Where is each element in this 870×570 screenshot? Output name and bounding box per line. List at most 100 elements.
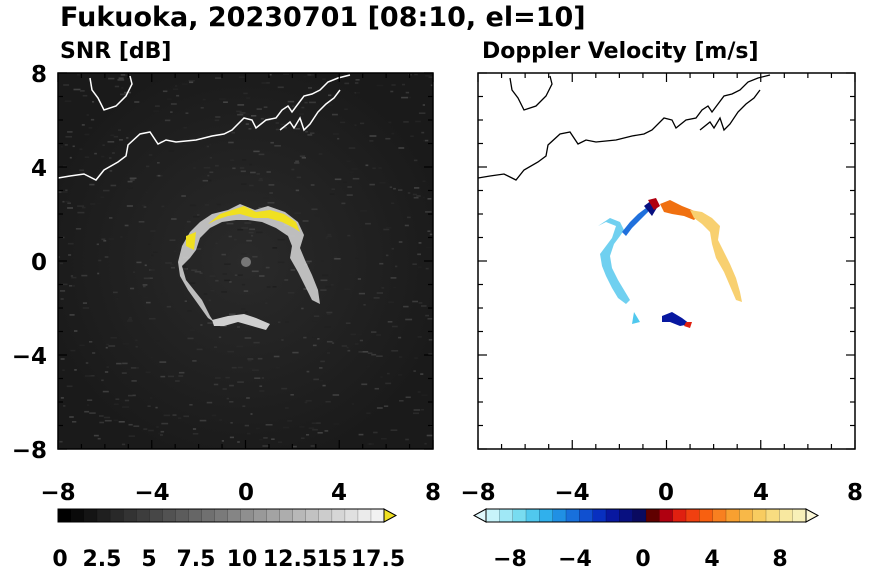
noise-speckle (266, 171, 271, 173)
noise-speckle (104, 371, 109, 373)
noise-speckle (261, 82, 267, 84)
noise-speckle (246, 397, 250, 399)
noise-speckle (275, 367, 280, 369)
noise-speckle (120, 93, 126, 96)
noise-speckle (397, 374, 403, 376)
noise-speckle (308, 87, 312, 89)
noise-speckle (414, 187, 420, 189)
noise-speckle (428, 339, 433, 341)
noise-speckle (227, 350, 234, 353)
colorbar-segment (344, 509, 359, 522)
noise-speckle (153, 110, 160, 112)
colorbar-segment (58, 509, 72, 522)
noise-speckle (298, 113, 305, 115)
colorbar-segment (357, 509, 372, 522)
noise-speckle (294, 162, 300, 164)
snr-colorbar-tick: 12.5 (263, 547, 317, 570)
noise-speckle (346, 160, 351, 162)
noise-speckle (166, 305, 172, 308)
doppler-x-tick: 8 (847, 480, 863, 506)
noise-speckle (207, 322, 214, 324)
noise-speckle (425, 246, 433, 249)
noise-speckle (292, 105, 295, 108)
noise-speckle (128, 423, 133, 426)
noise-speckle (69, 416, 74, 418)
noise-speckle (213, 383, 219, 386)
snr-y-tick: 4 (31, 156, 47, 182)
colorbar-segment (136, 509, 150, 522)
snr-colorbar-tick: 15 (317, 547, 348, 570)
noise-speckle (106, 366, 109, 368)
figure-title: Fukuoka, 20230701 [08:10, el=10] (60, 2, 586, 33)
noise-speckle (167, 375, 174, 378)
noise-speckle (373, 431, 378, 434)
noise-speckle (421, 131, 425, 134)
noise-speckle (395, 265, 398, 268)
noise-speckle (122, 343, 130, 345)
noise-speckle (124, 224, 129, 227)
colorbar-extend-low (472, 508, 487, 523)
noise-speckle (127, 320, 133, 322)
snr-colorbar-tick: 5 (141, 547, 156, 570)
colorbar-segment (84, 509, 98, 522)
colorbar-segment (779, 509, 793, 522)
noise-speckle (306, 260, 312, 263)
noise-speckle (263, 197, 269, 199)
noise-speckle (81, 124, 85, 126)
noise-speckle (126, 205, 133, 207)
noise-speckle (190, 282, 196, 284)
noise-speckle (148, 317, 156, 320)
noise-speckle (128, 394, 133, 397)
noise-speckle (388, 301, 395, 304)
noise-speckle (313, 378, 319, 381)
noise-speckle (256, 173, 260, 175)
noise-speckle (251, 234, 254, 237)
noise-speckle (398, 147, 405, 149)
noise-speckle (182, 83, 188, 85)
noise-speckle (273, 355, 280, 358)
noise-speckle (331, 188, 335, 190)
noise-speckle (97, 437, 101, 440)
noise-speckle (174, 250, 176, 253)
noise-speckle (403, 121, 409, 123)
noise-speckle (249, 184, 254, 187)
noise-speckle (62, 200, 65, 203)
snr-y-tick: 0 (31, 250, 47, 276)
noise-speckle (215, 77, 222, 79)
noise-speckle (194, 248, 202, 250)
noise-speckle (393, 286, 397, 289)
noise-speckle (86, 404, 90, 406)
noise-speckle (418, 112, 426, 114)
noise-speckle (221, 291, 227, 293)
noise-speckle (181, 195, 186, 197)
noise-speckle (358, 351, 363, 353)
colorbar-segment (162, 509, 176, 522)
noise-speckle (304, 401, 308, 404)
noise-speckle (121, 87, 124, 89)
noise-speckle (269, 192, 273, 194)
noise-speckle (417, 253, 421, 256)
noise-speckle (277, 238, 285, 241)
noise-speckle (171, 218, 177, 220)
noise-speckle (398, 189, 403, 191)
noise-speckle (259, 438, 263, 441)
noise-speckle (138, 221, 145, 223)
noise-speckle (413, 159, 418, 162)
noise-speckle (203, 293, 208, 295)
noise-speckle (115, 398, 120, 400)
noise-speckle (236, 110, 242, 113)
noise-speckle (365, 222, 371, 225)
noise-speckle (265, 266, 270, 269)
noise-speckle (405, 96, 412, 99)
snr-x-tick-labels: −8 −4 0 4 8 (40, 480, 441, 506)
noise-speckle (182, 144, 187, 147)
noise-speckle (89, 341, 93, 343)
noise-speckle (74, 369, 77, 371)
doppler-x-tick: 4 (753, 480, 769, 506)
noise-speckle (72, 145, 75, 148)
noise-speckle (82, 302, 87, 304)
noise-speckle (333, 423, 340, 425)
snr-x-tick: −8 (40, 480, 75, 506)
noise-speckle (326, 340, 333, 343)
